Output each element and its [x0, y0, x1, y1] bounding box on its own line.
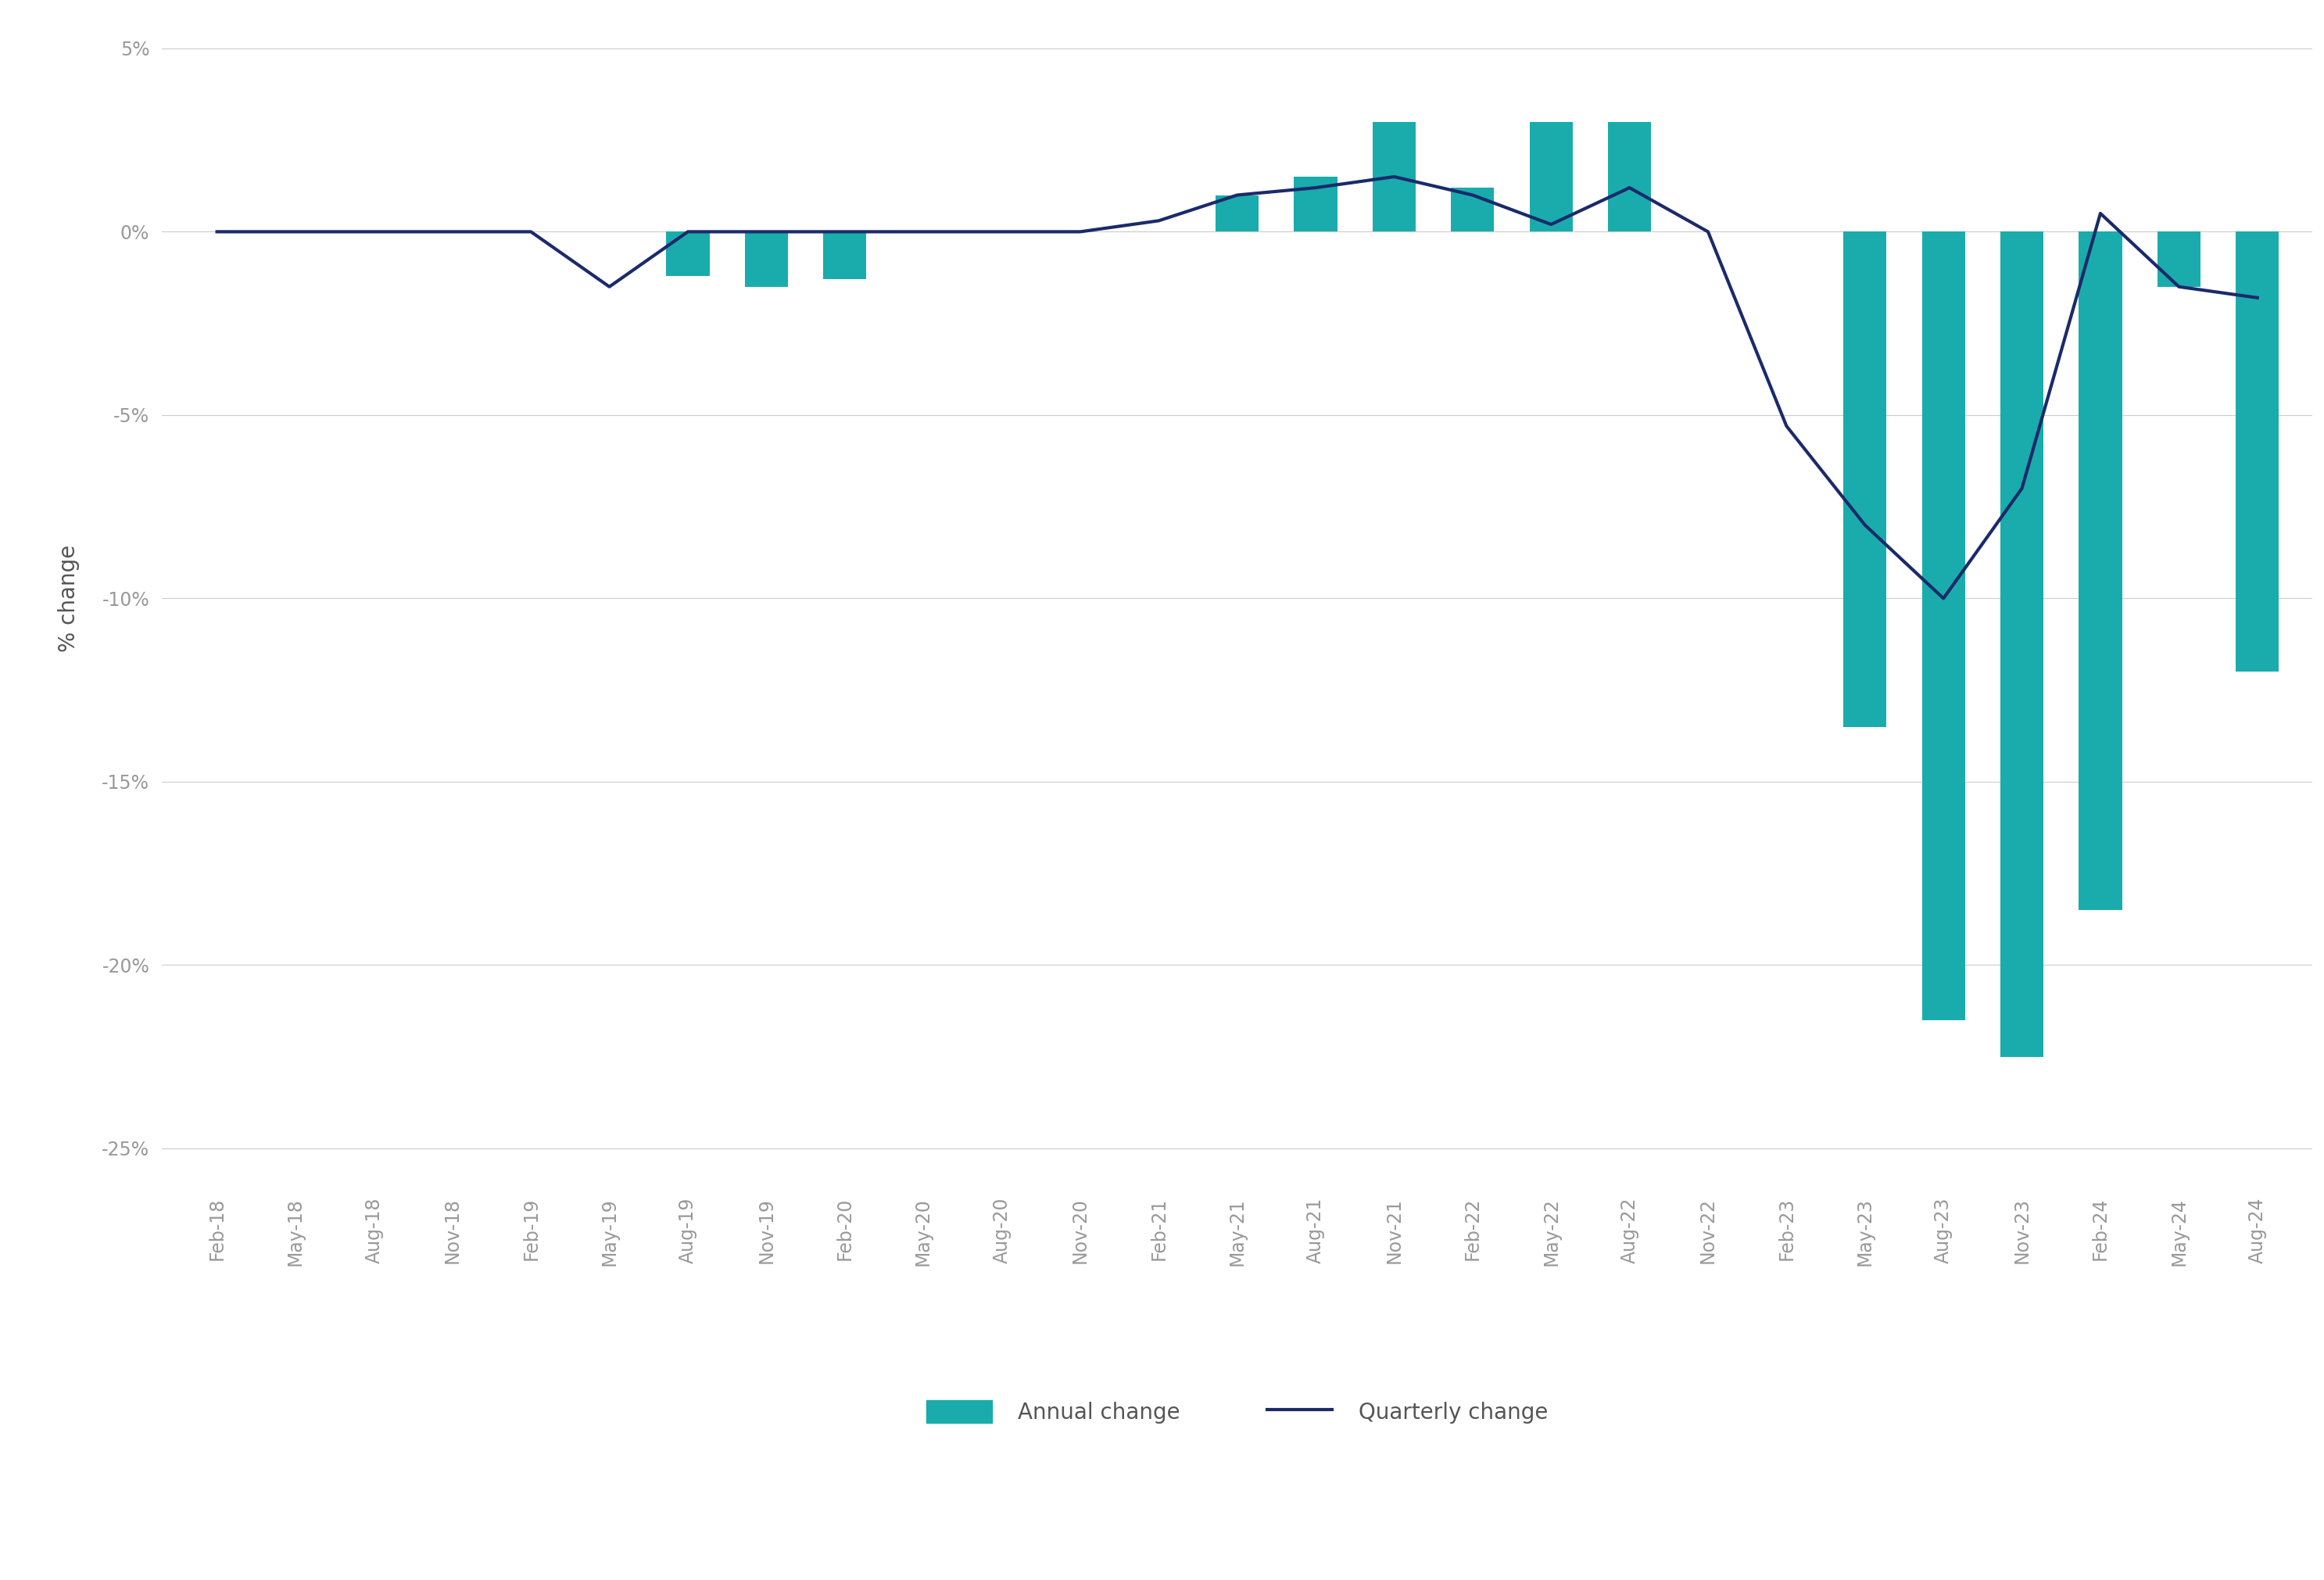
Bar	[1608, 122, 1650, 232]
Bar	[1843, 232, 1887, 727]
Bar	[1373, 122, 1415, 232]
Bar	[823, 232, 867, 280]
Bar	[2157, 232, 2201, 286]
Bar	[2236, 232, 2280, 672]
Bar	[744, 232, 788, 286]
Bar	[2001, 232, 2043, 1057]
Legend: Annual change, Quarterly change: Annual change, Quarterly change	[918, 1392, 1557, 1433]
Bar	[1529, 122, 1573, 232]
Bar	[2078, 232, 2122, 910]
Bar	[1450, 188, 1494, 232]
Bar	[1215, 194, 1260, 232]
Bar	[1922, 232, 1966, 1021]
Bar	[1294, 177, 1336, 232]
Bar	[667, 232, 709, 276]
Y-axis label: % change: % change	[58, 545, 79, 653]
